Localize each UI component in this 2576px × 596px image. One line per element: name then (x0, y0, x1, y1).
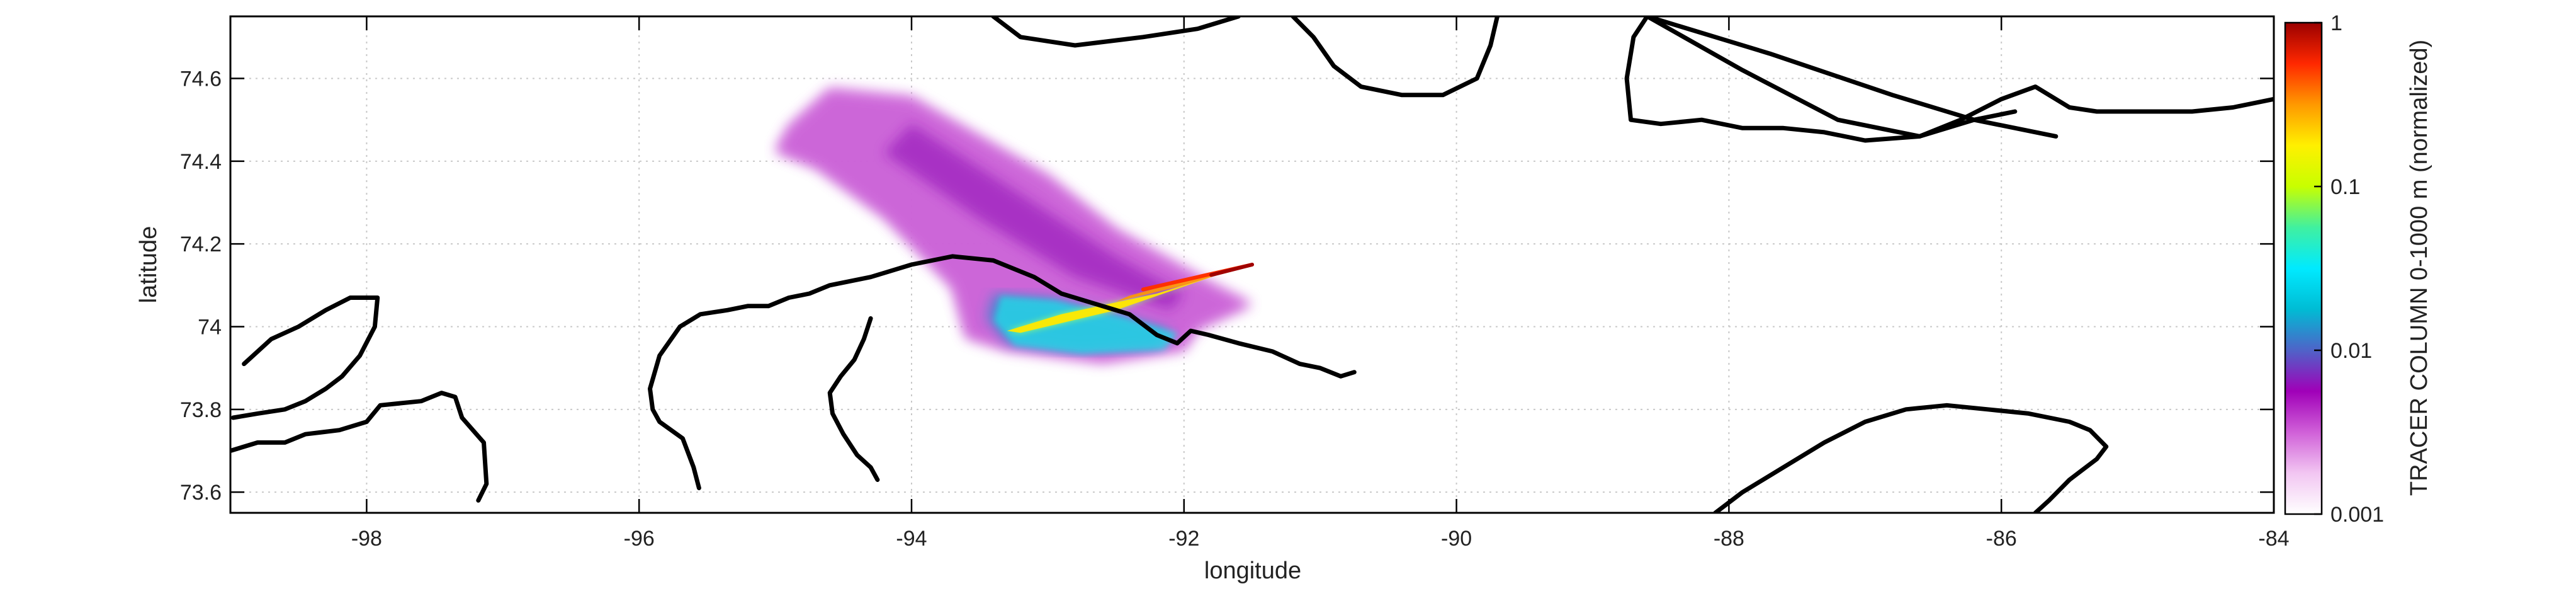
tracer-plume (775, 86, 1254, 364)
plume-streak-core (1007, 265, 1252, 333)
y-tick-label: 74.2 (180, 232, 222, 256)
y-tick-label: 74 (198, 316, 222, 340)
coastline (230, 295, 380, 420)
y-tick-label: 73.8 (180, 398, 222, 422)
coastline (1713, 403, 2109, 513)
coastline (827, 316, 880, 482)
x-axis-ticks: -98 -96 -94 -92 -90 -88 -86 -84 (351, 16, 2290, 551)
x-tick-label: -86 (1986, 527, 2017, 551)
y-axis-title: latitude (135, 226, 162, 304)
x-tick-label: -84 (2258, 527, 2289, 551)
x-tick-label: -88 (1714, 527, 1744, 551)
y-tick-label: 74.6 (180, 67, 222, 91)
coastline (1645, 16, 2018, 139)
coastline (230, 391, 489, 503)
colorbar-ticks: 0.001 0.01 0.1 1 (2314, 11, 2384, 527)
x-axis-title: longitude (1204, 558, 1301, 584)
y-axis-ticks: 73.6 73.8 74 74.2 74.4 74.6 (180, 67, 2274, 505)
plume-source-point (1209, 263, 1254, 277)
x-tick-label: -94 (896, 527, 927, 551)
plot-frame (229, 15, 2275, 514)
coastline (1624, 16, 2274, 143)
x-tick-label: -92 (1168, 527, 1199, 551)
coastline (648, 254, 1357, 491)
coastline (1291, 16, 1500, 98)
coastline (991, 16, 1241, 48)
coastlines (230, 16, 2274, 513)
colorbar-title: TRACER COLUMN 0-1000 m (normalized) (2406, 40, 2432, 496)
y-tick-label: 73.6 (180, 481, 222, 505)
colorbar-tick-label: 0.01 (2330, 339, 2372, 363)
plume-mid-band (884, 123, 1184, 311)
x-tick-label: -96 (624, 527, 655, 551)
coastline (1645, 16, 2059, 139)
x-tick-label: -98 (351, 527, 382, 551)
y-tick-label: 74.4 (180, 150, 222, 174)
colorbar (2284, 21, 2323, 515)
colorbar-tick-label: 0.001 (2330, 503, 2384, 527)
plume-southern-patch-core (994, 296, 1178, 354)
colorbar-tick-label: 1 (2330, 11, 2342, 35)
x-tick-label: -90 (1441, 527, 1472, 551)
colorbar-tick-label: 0.1 (2330, 175, 2360, 199)
